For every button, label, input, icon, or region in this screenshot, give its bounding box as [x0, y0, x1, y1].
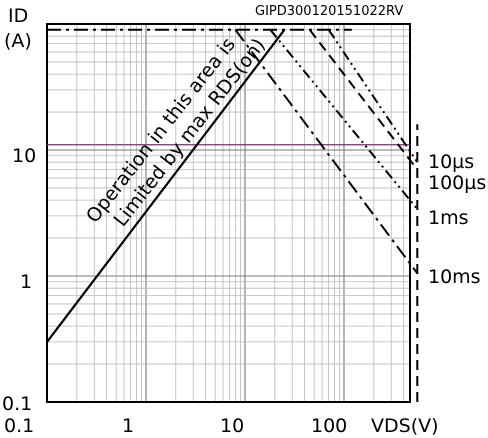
legend-100us: 100µs [428, 172, 486, 194]
y-axis-label-unit: (A) [4, 30, 32, 52]
x-tick-label-1: 1 [122, 415, 134, 437]
legend-10ms: 10ms [428, 266, 481, 288]
x-axis-label: VDS(V) [371, 415, 439, 437]
series-line-100s [308, 29, 419, 171]
x-tick-label-10: 10 [220, 415, 244, 437]
y-tick-label-1: 1 [20, 271, 32, 293]
plot-frame [46, 23, 411, 403]
legend-10us: 10µs [428, 151, 474, 173]
x-tick-label-100: 100 [311, 415, 347, 437]
y-tick-label-0.1: 0.1 [2, 393, 32, 415]
x-tick-label-0.1: 0.1 [4, 415, 34, 437]
y-axis-label-id: ID [8, 5, 28, 27]
series-line-10ms [234, 29, 419, 274]
y-tick-label-10: 10 [12, 145, 36, 167]
series-line-0 [46, 29, 286, 343]
annotation-line-2: Limited by max RDS(on) [110, 34, 270, 230]
annotation-line-1: Operation in this area is [82, 34, 240, 227]
series-lines [46, 28, 419, 402]
figure-id: GIPD300120151022RV [255, 4, 403, 19]
grid-lines [47, 24, 410, 402]
series-line-10s [327, 29, 419, 163]
legend-1ms: 1ms [428, 207, 469, 229]
